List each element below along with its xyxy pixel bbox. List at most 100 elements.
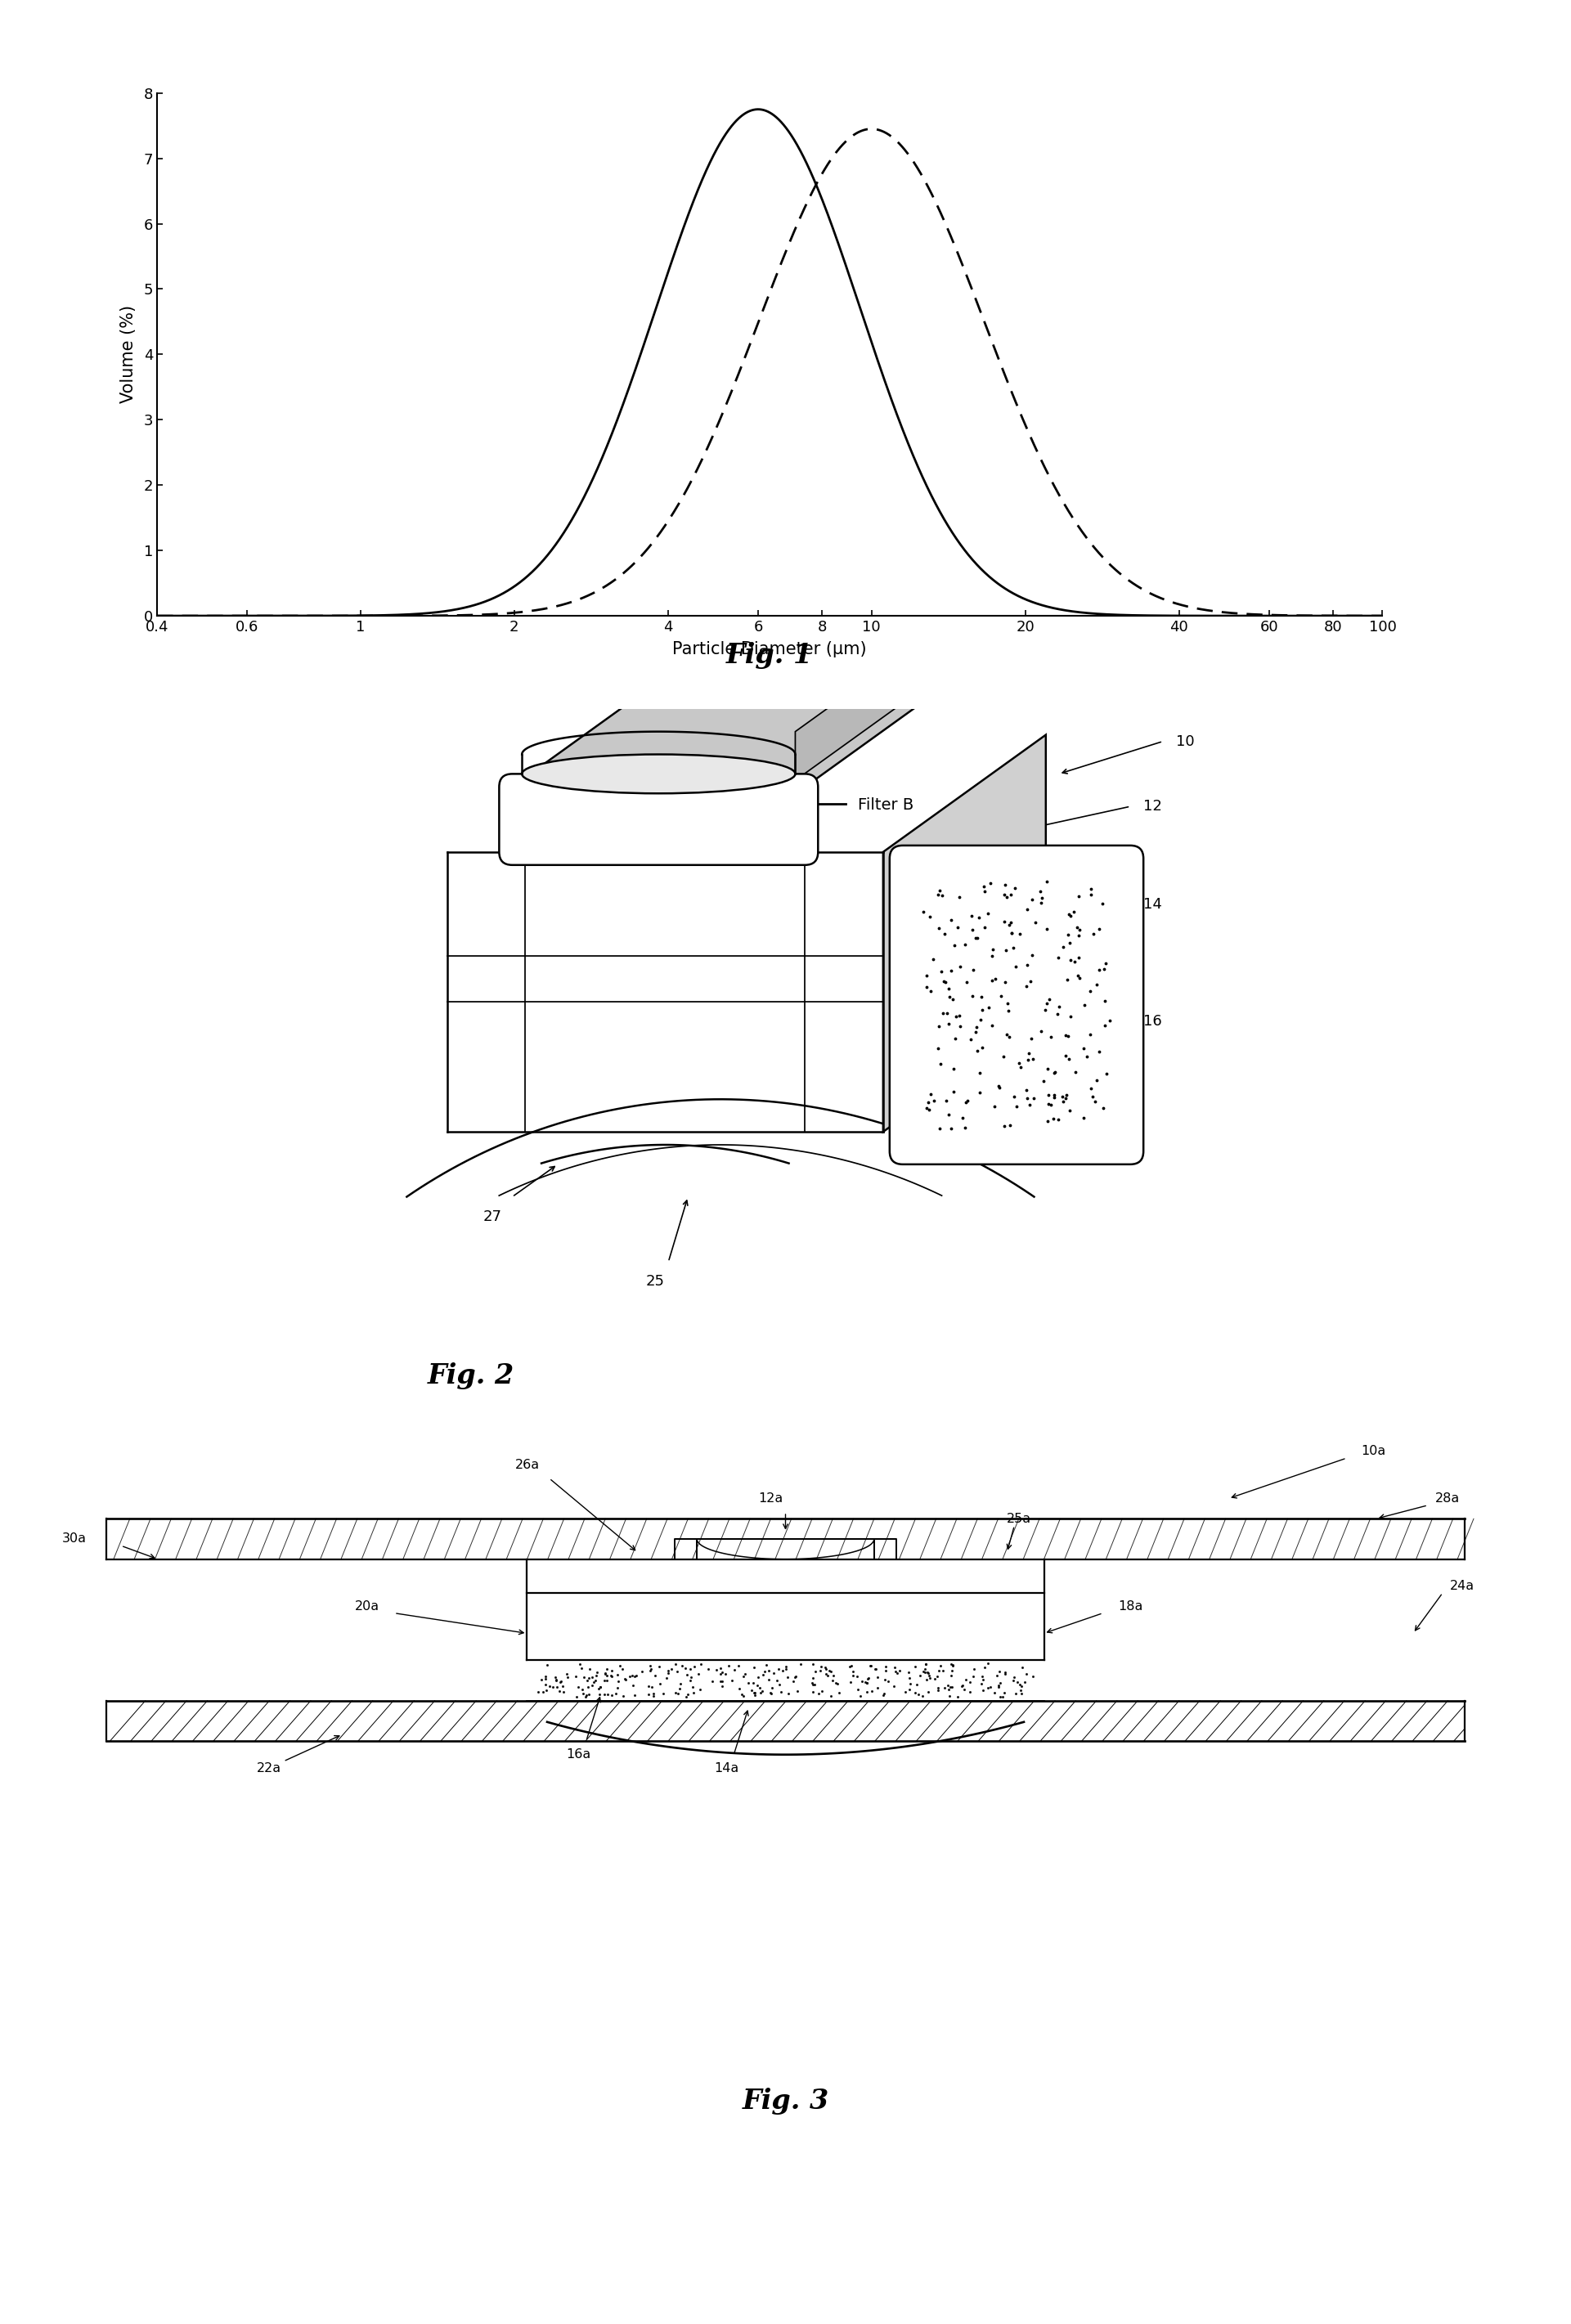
- Point: [936, 1678, 961, 1715]
- Point: [748, 1669, 773, 1706]
- Point: [864, 1650, 889, 1687]
- Point: [555, 1659, 580, 1697]
- Text: 30a: 30a: [61, 1534, 86, 1545]
- Point: [938, 1111, 963, 1148]
- Point: [858, 1648, 883, 1685]
- Point: [859, 1673, 884, 1710]
- Point: [855, 1664, 880, 1701]
- Point: [911, 892, 936, 930]
- Point: [1065, 878, 1090, 916]
- Point: [972, 874, 998, 911]
- Point: [710, 1666, 735, 1703]
- Point: [803, 1652, 828, 1690]
- Point: [998, 1106, 1023, 1143]
- Point: [1081, 916, 1106, 953]
- Polygon shape: [883, 734, 1046, 1132]
- Point: [592, 1655, 617, 1692]
- Point: [1084, 967, 1109, 1004]
- Point: [1016, 1034, 1042, 1071]
- Point: [983, 960, 1009, 997]
- Point: [963, 1013, 988, 1050]
- Point: [531, 1673, 556, 1710]
- Point: [619, 1657, 644, 1694]
- Point: [814, 1655, 839, 1692]
- Point: [976, 1669, 1001, 1706]
- Point: [650, 1676, 676, 1713]
- Point: [1016, 1088, 1042, 1125]
- Point: [682, 1648, 707, 1685]
- Point: [1067, 960, 1092, 997]
- Point: [1065, 957, 1090, 995]
- Point: [917, 1659, 943, 1697]
- Point: [996, 1018, 1021, 1055]
- Text: 18a: 18a: [1117, 1601, 1142, 1613]
- Point: [1004, 1676, 1029, 1713]
- Text: 24a: 24a: [1450, 1580, 1475, 1592]
- Point: [823, 1664, 848, 1701]
- Point: [677, 1650, 702, 1687]
- Point: [910, 1678, 935, 1715]
- Point: [914, 957, 939, 995]
- Point: [1013, 1071, 1038, 1109]
- Point: [1007, 1671, 1032, 1708]
- Point: [709, 1662, 734, 1699]
- Point: [961, 1650, 987, 1687]
- Point: [982, 1673, 1007, 1710]
- Point: [786, 1673, 811, 1710]
- Point: [1037, 981, 1062, 1018]
- Point: [1057, 941, 1082, 978]
- Point: [954, 1662, 979, 1699]
- Point: [991, 1673, 1016, 1710]
- Point: [1013, 1655, 1038, 1692]
- Text: 14a: 14a: [715, 1762, 738, 1773]
- Point: [669, 1648, 694, 1685]
- Point: [1071, 1099, 1097, 1136]
- Point: [573, 1678, 599, 1715]
- Point: [839, 1664, 864, 1701]
- Point: [789, 1645, 814, 1683]
- Point: [800, 1664, 825, 1701]
- Point: [575, 1662, 600, 1699]
- Point: [533, 1671, 558, 1708]
- Point: [611, 1678, 636, 1715]
- Point: [577, 1676, 602, 1713]
- Point: [914, 969, 939, 1006]
- Polygon shape: [795, 614, 958, 781]
- Point: [1012, 1664, 1037, 1701]
- Point: [913, 1650, 938, 1687]
- Point: [1097, 1002, 1122, 1039]
- Point: [537, 1669, 562, 1706]
- Point: [672, 1650, 698, 1687]
- Point: [1079, 1078, 1104, 1116]
- Point: [993, 1655, 1018, 1692]
- Point: [870, 1676, 895, 1713]
- Point: [960, 897, 985, 934]
- Point: [801, 1645, 826, 1683]
- Text: Fig. 3: Fig. 3: [742, 2087, 829, 2115]
- Point: [977, 990, 1002, 1027]
- Point: [639, 1650, 665, 1687]
- Point: [599, 1652, 624, 1690]
- Point: [731, 1657, 756, 1694]
- Point: [936, 1004, 961, 1041]
- Point: [688, 1645, 713, 1683]
- Point: [972, 909, 998, 946]
- Point: [760, 1655, 786, 1692]
- Point: [927, 872, 952, 909]
- Point: [1042, 1099, 1067, 1136]
- Point: [1035, 1085, 1060, 1122]
- Point: [1064, 1053, 1089, 1090]
- Point: [906, 1676, 932, 1713]
- Point: [952, 1109, 977, 1146]
- Point: [1092, 1006, 1117, 1043]
- Point: [969, 1657, 994, 1694]
- Point: [955, 1083, 980, 1120]
- Point: [987, 1669, 1012, 1706]
- Point: [1007, 1666, 1032, 1703]
- Point: [1038, 1018, 1064, 1055]
- Point: [666, 1676, 691, 1713]
- Point: [1053, 1081, 1078, 1118]
- Point: [1086, 1034, 1111, 1071]
- Point: [1093, 946, 1119, 983]
- Point: [756, 1652, 781, 1690]
